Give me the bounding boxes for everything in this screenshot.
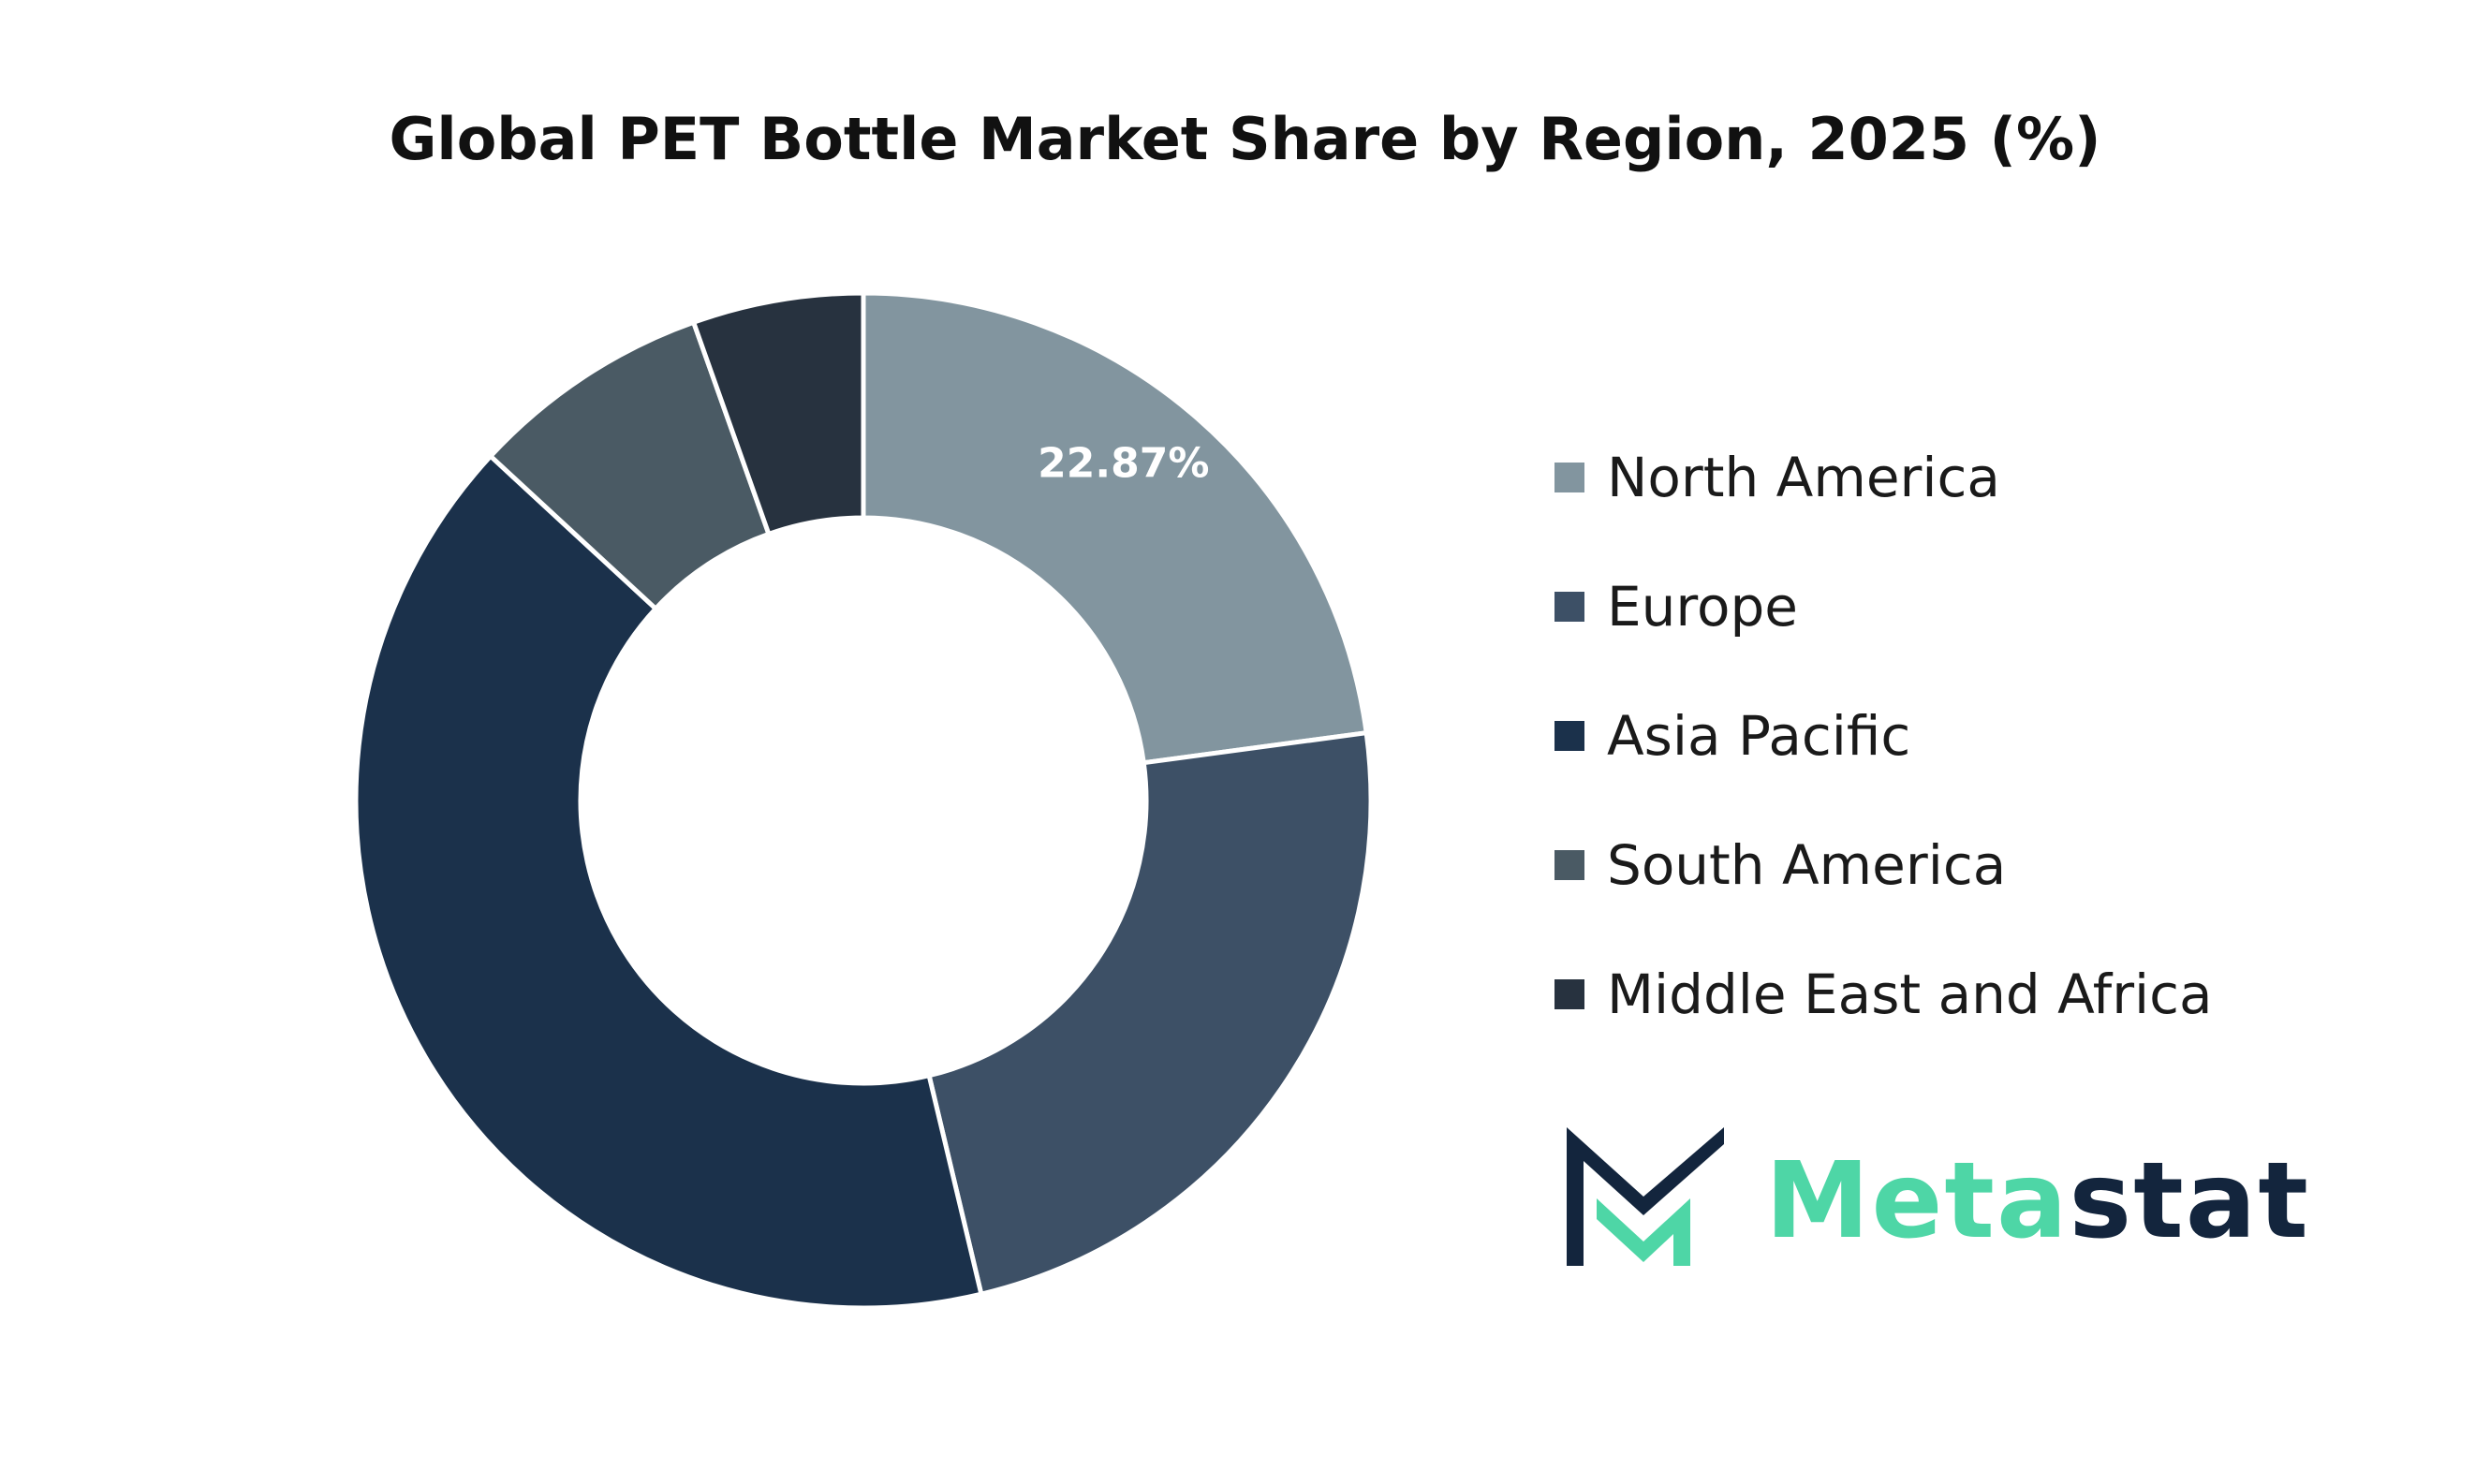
donut-data-labels: 22.87% (1038, 439, 1209, 487)
logo-text-stat: stat (2069, 1140, 2310, 1262)
legend-label: Middle East and Africa (1607, 962, 2213, 1026)
donut-slice-north-america (861, 290, 1369, 766)
legend-item-europe: Europe (1554, 569, 1798, 644)
legend-label: South America (1607, 833, 2007, 897)
legend-item-middle-east-africa: Middle East and Africa (1554, 957, 2213, 1032)
donut-slice-middle-east-and-africa (691, 290, 866, 536)
donut-slices (353, 290, 1374, 1311)
legend-swatch (1554, 850, 1584, 880)
metastat-logo: Metastat (1559, 1124, 2308, 1273)
legend-item-asia-pacific: Asia Pacific (1554, 698, 1910, 773)
data-label-north-america: 22.87% (1038, 439, 1209, 487)
legend-swatch (1554, 592, 1584, 622)
donut-slice-europe (926, 730, 1374, 1297)
legend-swatch (1554, 979, 1584, 1009)
logo-text-meta: Meta (1765, 1140, 2070, 1262)
chart-title: Global PET Bottle Market Share by Region… (389, 105, 2101, 173)
legend-label: Europe (1607, 575, 1798, 639)
donut-slice-asia-pacific (353, 453, 984, 1311)
legend-label: Asia Pacific (1607, 704, 1911, 768)
metastat-wordmark: Metastat (1765, 1140, 2310, 1262)
legend-swatch (1554, 721, 1584, 751)
legend-swatch (1554, 463, 1584, 492)
legend-label: North America (1607, 446, 2000, 509)
legend-item-south-america: South America (1554, 828, 2006, 903)
legend-item-north-america: North America (1554, 440, 2000, 515)
metastat-m-logo-icon (1567, 1127, 1724, 1266)
